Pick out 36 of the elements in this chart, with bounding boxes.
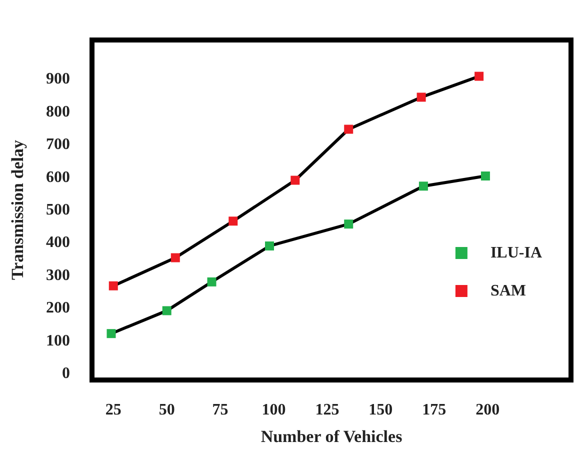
y-tick-label: 300: [46, 266, 70, 284]
y-tick-label: 800: [46, 103, 70, 120]
point: [170, 253, 180, 262]
point: [228, 216, 238, 226]
y-tick-label: 0: [62, 364, 70, 382]
x-tick-label: 200: [476, 402, 500, 418]
x-axis-title: Number of Vehicles: [260, 427, 403, 446]
point: [162, 306, 172, 316]
y-axis-title: Transmission delay: [8, 140, 27, 280]
x-tick-label: 25: [105, 402, 122, 418]
legend-label: ILU-IA: [490, 244, 542, 262]
y-tick-label: 700: [46, 136, 70, 154]
x-tick-label: 150: [368, 402, 393, 418]
point: [480, 172, 490, 180]
y-tick-label: 400: [46, 234, 70, 252]
point: [207, 277, 216, 286]
y-tick-label: 900: [46, 70, 70, 88]
x-tick-label: 100: [262, 402, 286, 418]
x-tick-label: 50: [158, 402, 175, 418]
x-tick-label: 125: [315, 402, 340, 418]
x-tick-label: 175: [422, 402, 446, 418]
point: [264, 241, 274, 250]
legend-label: SAM: [490, 282, 526, 300]
point: [290, 176, 300, 185]
point: [106, 329, 116, 338]
y-tick-label: 600: [46, 168, 70, 186]
y-tick-label: 500: [46, 202, 70, 218]
point: [344, 220, 354, 229]
point: [344, 124, 354, 134]
point: [474, 72, 484, 81]
point: [416, 92, 426, 102]
x-tick-label: 75: [212, 402, 228, 418]
y-tick-label: 100: [46, 332, 70, 350]
point: [108, 281, 118, 290]
y-tick-label: 200: [46, 300, 70, 317]
point: [418, 182, 428, 191]
